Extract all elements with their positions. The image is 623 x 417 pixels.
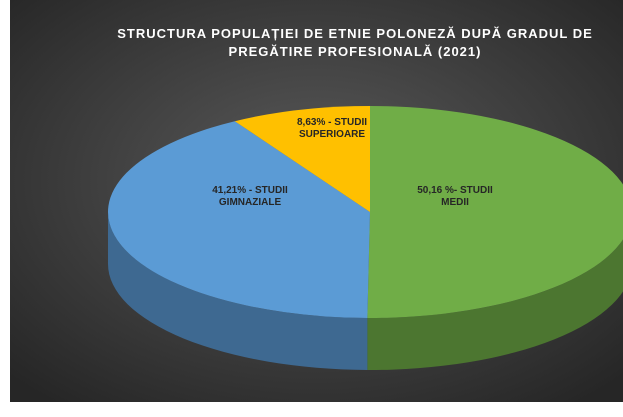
pie-slice-side: [367, 239, 623, 370]
data-label: SUPERIOARE: [299, 129, 365, 140]
data-label: MEDII: [441, 197, 469, 208]
data-label: 41,21% - STUDII: [212, 185, 288, 196]
pie-slice-side: [108, 212, 368, 370]
data-label: GIMNAZIALE: [219, 197, 282, 208]
data-label: 50,16 %- STUDII: [417, 185, 493, 196]
pie-slice: [367, 106, 623, 318]
pie-slice: [107, 121, 371, 318]
data-label: 8,63% - STUDII: [297, 117, 367, 128]
chart-title: STRUCTURA POPULAȚIEI DE ETNIE POLONEZĂ D…: [117, 26, 593, 41]
pie-slice: [234, 106, 370, 212]
chart-title: PREGĂTIRE PROFESIONALĂ (2021): [229, 44, 482, 59]
